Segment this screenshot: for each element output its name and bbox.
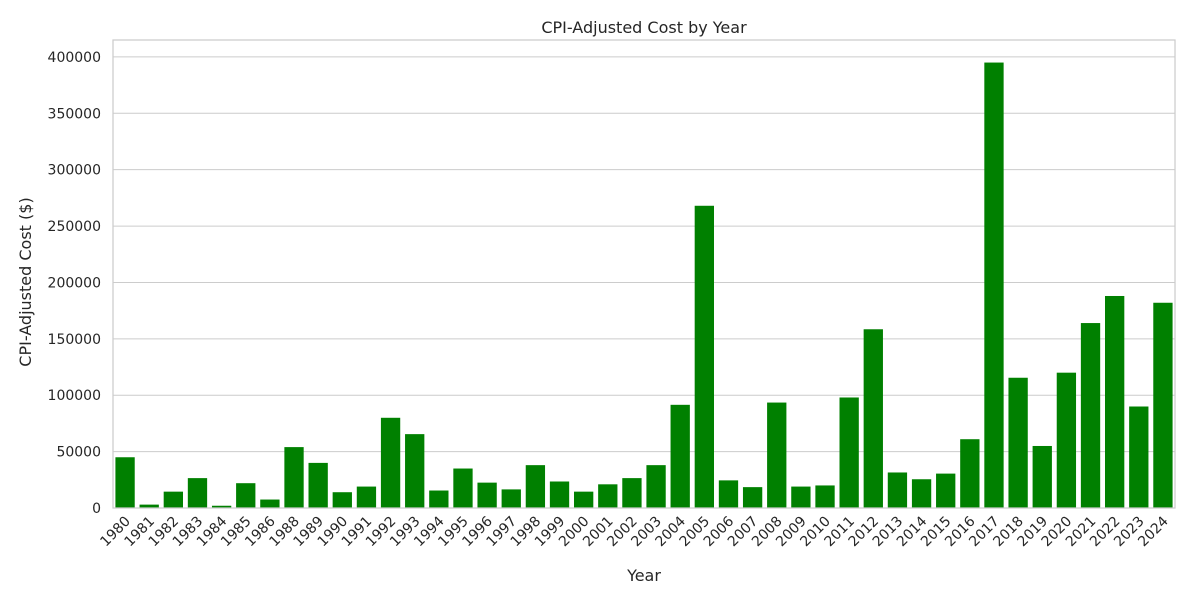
y-tick-label: 100000: [48, 388, 101, 404]
bar-layer: [115, 62, 1173, 508]
bar-1990: [332, 492, 352, 508]
bar-2008: [767, 402, 787, 508]
bar-1995: [453, 468, 473, 508]
bar-1985: [236, 483, 256, 508]
bar-2015: [936, 473, 956, 508]
bar-1980: [115, 457, 135, 508]
bar-2005: [694, 205, 714, 508]
bar-2016: [960, 439, 980, 508]
bar-2023: [1129, 406, 1149, 508]
bar-1982: [163, 491, 183, 508]
bar-1981: [139, 504, 159, 508]
bar-1986: [260, 499, 280, 508]
bar-1999: [549, 481, 570, 508]
bar-2011: [839, 397, 859, 508]
bar-1993: [405, 434, 425, 508]
bar-2014: [911, 479, 932, 508]
bar-1991: [356, 486, 377, 508]
bar-1992: [380, 417, 401, 508]
y-tick-label: 350000: [48, 106, 101, 122]
y-tick-label: 50000: [56, 445, 101, 461]
bar-2019: [1032, 445, 1052, 508]
bar-1997: [501, 489, 521, 508]
bar-2022: [1105, 295, 1125, 508]
bar-1989: [308, 462, 328, 508]
x-tick-labels: 1980198119821983198419851986198819891990…: [97, 513, 1171, 550]
bar-2004: [670, 404, 690, 508]
bar-2002: [622, 478, 642, 508]
plot-frame: [112, 39, 1176, 509]
bar-2021: [1080, 323, 1101, 508]
bar-2006: [718, 480, 739, 508]
bar-2007: [742, 487, 763, 508]
bar-2024: [1153, 302, 1173, 508]
y-tick-label: 400000: [48, 50, 101, 66]
bar-2012: [863, 329, 883, 508]
bar-1998: [525, 465, 546, 508]
x-axis-title: Year: [626, 566, 661, 585]
y-tick-label: 0: [92, 501, 101, 517]
y-axis-title: CPI-Adjusted Cost ($): [16, 197, 35, 366]
y-tick-label: 150000: [48, 332, 101, 348]
y-tick-label: 250000: [48, 219, 101, 235]
bar-2013: [887, 472, 908, 508]
bar-1988: [284, 447, 304, 508]
y-tick-label: 200000: [48, 275, 101, 291]
bar-2020: [1056, 372, 1077, 508]
y-tick-labels: 0 50000 100000 150000 200000 250000 300000 3500…: [48, 50, 101, 517]
y-tick-label: 300000: [48, 163, 101, 179]
bar-2009: [791, 486, 811, 508]
bar-2018: [1008, 377, 1028, 508]
bar-1984: [211, 505, 232, 508]
bar-1983: [187, 478, 208, 508]
bar-2001: [598, 484, 618, 508]
bar-2010: [815, 485, 835, 508]
bar-1994: [429, 490, 449, 508]
bar-2017: [984, 62, 1004, 508]
bar-2000: [574, 491, 594, 508]
chart-title: CPI-Adjusted Cost by Year: [541, 18, 747, 37]
bar-2003: [646, 465, 666, 508]
bar-1996: [477, 482, 497, 508]
